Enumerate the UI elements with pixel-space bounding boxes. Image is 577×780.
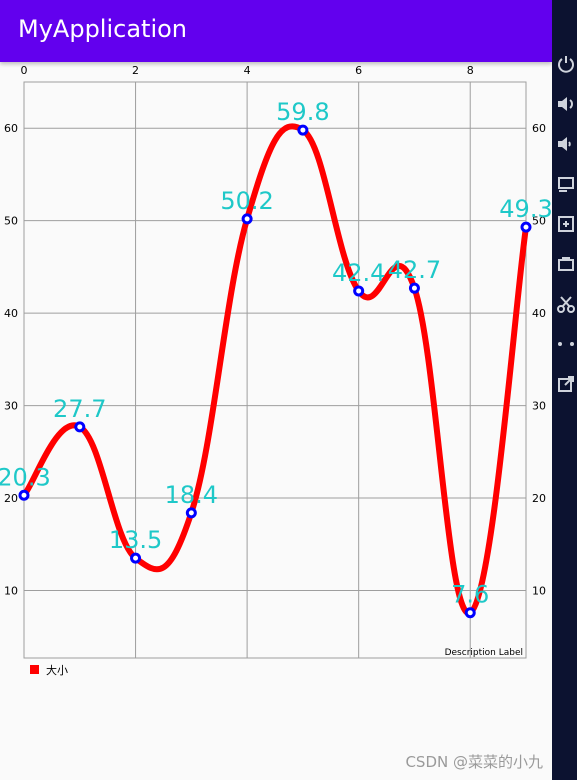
volume-up-icon[interactable]	[556, 94, 576, 114]
y-tick-label-right: 50	[532, 215, 546, 228]
y-tick-label-left: 40	[4, 307, 18, 320]
y-tick-label-right: 60	[532, 122, 546, 135]
scissors-icon[interactable]	[556, 294, 576, 314]
y-tick-label-right: 10	[532, 585, 546, 598]
x-tick-label: 8	[467, 64, 474, 77]
y-tick-label-right: 30	[532, 400, 546, 413]
data-point	[241, 213, 253, 225]
y-tick-label-left: 10	[4, 585, 18, 598]
csdn-watermark: CSDN @菜菜的小九	[405, 753, 543, 771]
app-bar: MyApplication	[0, 0, 552, 62]
chart-description-label: Description Label	[445, 648, 523, 658]
y-tick-label-right: 40	[532, 307, 546, 320]
rotate-icon[interactable]	[556, 174, 576, 194]
legend-label: 大小	[46, 663, 68, 677]
external-link-icon[interactable]	[556, 374, 576, 394]
y-tick-label-left: 60	[4, 122, 18, 135]
data-value-label: 18.4	[165, 481, 218, 509]
data-point	[353, 285, 365, 297]
y-tick-label-right: 20	[532, 492, 546, 505]
volume-down-icon[interactable]	[556, 134, 576, 154]
power-icon[interactable]	[556, 54, 576, 74]
data-value-label: 20.3	[0, 463, 51, 491]
x-tick-label: 6	[355, 64, 362, 77]
y-tick-label-left: 30	[4, 400, 18, 413]
screenshot-icon[interactable]	[556, 214, 576, 234]
plot-frame	[23, 81, 527, 659]
data-value-label: 59.8	[276, 98, 329, 126]
data-point	[18, 489, 30, 501]
data-value-label: 42.4	[332, 259, 385, 287]
data-value-label: 50.2	[220, 187, 273, 215]
line-chart: 0 2 4 6 8 10 10 20 20 30 30 40 40 50 50 60 60 20.3 27.7 13.…	[0, 64, 552, 677]
series-line-大小	[21, 123, 529, 616]
app-title: MyApplication	[18, 15, 188, 43]
emulator-side-toolbar	[552, 0, 577, 780]
data-point	[185, 507, 197, 519]
data-value-label: 49.3	[499, 195, 552, 223]
data-point	[408, 282, 420, 294]
data-point	[74, 421, 86, 433]
data-point	[297, 124, 309, 136]
y-tick-label-left: 20	[4, 492, 18, 505]
y-tick-label-left: 50	[4, 215, 18, 228]
data-point	[130, 552, 142, 564]
x-tick-label: 4	[244, 64, 251, 77]
x-tick-label: 2	[132, 64, 139, 77]
data-value-label: 13.5	[109, 526, 162, 554]
data-point	[464, 607, 476, 619]
more-icon[interactable]	[556, 334, 576, 354]
data-value-label: 27.7	[53, 395, 106, 423]
legend-swatch	[30, 665, 39, 674]
data-value-label: 42.7	[388, 256, 441, 284]
x-tick-label: 0	[21, 64, 28, 77]
data-value-label: 7.6	[451, 581, 489, 609]
camera-icon[interactable]	[556, 254, 576, 274]
data-point	[520, 221, 532, 233]
